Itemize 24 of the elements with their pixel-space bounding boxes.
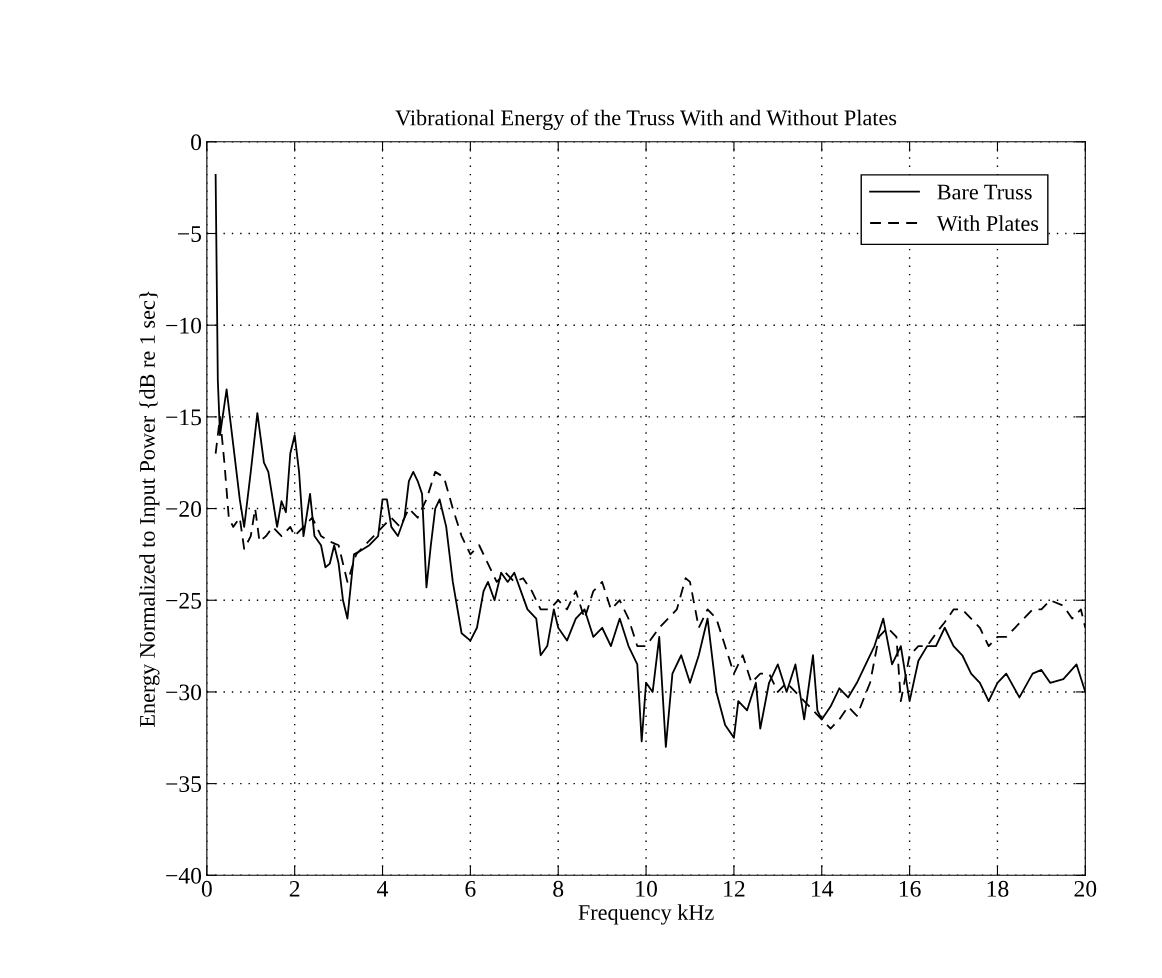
y-tick-label: −35 <box>166 776 202 793</box>
x-tick-label: 6 <box>465 880 476 897</box>
y-tick-label: −15 <box>166 409 202 426</box>
legend-label: Bare Truss <box>937 184 1032 200</box>
y-tick-label: 0 <box>191 134 202 151</box>
x-tick-label: 12 <box>724 880 745 897</box>
x-tick-label: 4 <box>377 881 389 897</box>
x-tick-label: 10 <box>636 880 657 897</box>
y-tick-label: −30 <box>166 684 202 701</box>
legend-label: With Plates <box>936 215 1039 232</box>
x-tick-label: 20 <box>1074 880 1097 897</box>
y-tick-label: −25 <box>166 592 202 609</box>
y-tick-label: −5 <box>178 226 202 242</box>
x-tick-label: 14 <box>812 880 834 897</box>
chart-title: Vibrational Energy of the Truss With and Without Plates <box>395 109 897 130</box>
y-tick-label: −10 <box>166 317 202 334</box>
x-tick-label: 8 <box>553 880 564 897</box>
y-tick-label: −20 <box>166 501 202 517</box>
x-tick-label: 2 <box>289 880 300 897</box>
x-tick-label: 18 <box>987 880 1009 897</box>
x-axis-title: Frequency kHz <box>578 904 714 925</box>
x-tick-label: 16 <box>899 880 921 897</box>
y-tick-label: −40 <box>166 867 202 884</box>
y-axis-title: Energy Normalized to Input Power {dB re 1 sec} <box>139 291 160 727</box>
